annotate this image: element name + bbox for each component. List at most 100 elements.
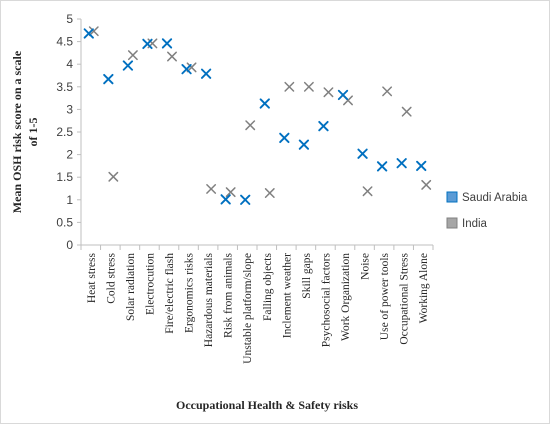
marker-stroke bbox=[416, 160, 427, 172]
marker-stroke bbox=[298, 139, 310, 150]
marker-stroke bbox=[83, 28, 94, 39]
x-tick-label: Solar radiation bbox=[125, 253, 137, 321]
data-point-saudi-arabia bbox=[396, 158, 407, 169]
marker-stroke bbox=[103, 73, 114, 85]
x-tick-label: Work Organization bbox=[340, 253, 352, 341]
marker-stroke bbox=[362, 186, 373, 197]
x-tick-label: Electrocution bbox=[144, 253, 156, 315]
marker-stroke bbox=[206, 184, 217, 194]
marker-stroke bbox=[284, 81, 295, 92]
data-point-india bbox=[421, 179, 432, 190]
y-axis-title-line-2: of 1-5 bbox=[26, 118, 40, 147]
x-tick-label: Unstable platform/slope bbox=[242, 253, 254, 364]
data-point-india bbox=[303, 81, 314, 92]
marker-stroke bbox=[240, 194, 251, 205]
data-point-india bbox=[127, 50, 138, 61]
x-tick-label: Falling objects bbox=[262, 252, 274, 321]
data-point-saudi-arabia bbox=[240, 194, 251, 205]
data-point-saudi-arabia bbox=[416, 160, 427, 172]
marker-stroke bbox=[167, 51, 177, 62]
data-point-saudi-arabia bbox=[181, 64, 192, 75]
data-point-saudi-arabia bbox=[376, 161, 388, 172]
legend-label-saudi-arabia: Saudi Arabia bbox=[462, 192, 528, 204]
marker-stroke bbox=[421, 179, 432, 190]
x-tick-label: Working Alone bbox=[418, 253, 430, 323]
data-point-saudi-arabia bbox=[318, 120, 329, 132]
marker-stroke bbox=[142, 38, 153, 50]
marker-stroke bbox=[323, 87, 334, 98]
data-point-saudi-arabia bbox=[279, 132, 290, 144]
y-tick-label: 2.5 bbox=[56, 125, 73, 139]
x-tick-label: Occupational Stress bbox=[399, 252, 411, 344]
data-point-india bbox=[88, 26, 99, 37]
y-tick-label: 5 bbox=[66, 12, 73, 26]
marker-stroke bbox=[181, 64, 192, 75]
data-point-saudi-arabia bbox=[122, 60, 134, 71]
y-tick-label: 0 bbox=[66, 238, 73, 252]
x-tick-label: Ergonomics risks bbox=[184, 252, 196, 332]
y-tick-label: 1 bbox=[66, 193, 73, 207]
marker-stroke bbox=[382, 86, 393, 97]
marker-stroke bbox=[357, 148, 368, 159]
y-tick-label: 2 bbox=[66, 148, 73, 162]
data-point-saudi-arabia bbox=[161, 38, 173, 49]
marker-stroke bbox=[245, 120, 256, 131]
y-tick-label: 3 bbox=[66, 102, 73, 116]
data-point-india bbox=[245, 120, 256, 131]
y-tick-label: 1.5 bbox=[56, 170, 73, 184]
marker-stroke bbox=[220, 194, 231, 205]
legend-swatch-saudi-arabia bbox=[446, 191, 458, 203]
marker-stroke bbox=[303, 81, 314, 92]
x-tick-label: Psychosocial factors bbox=[320, 252, 332, 347]
legend-label-india: India bbox=[462, 218, 488, 230]
data-point-saudi-arabia bbox=[298, 139, 310, 150]
y-axis-title-line-1: Mean OSH risk score on a scale bbox=[10, 50, 24, 213]
data-point-india bbox=[167, 51, 177, 62]
data-point-india bbox=[362, 186, 373, 197]
marker-stroke bbox=[259, 98, 270, 109]
marker-stroke bbox=[376, 161, 388, 172]
y-tick-label: 3.5 bbox=[56, 80, 73, 94]
marker-stroke bbox=[108, 171, 119, 182]
x-axis-title: Occupational Health & Safety risks bbox=[176, 398, 358, 412]
x-tick-label: Use of power tools bbox=[379, 252, 391, 340]
data-point-saudi-arabia bbox=[83, 28, 94, 39]
marker-stroke bbox=[200, 68, 212, 79]
y-tick-label: 0.5 bbox=[56, 215, 73, 229]
x-tick-label: Noise bbox=[360, 253, 372, 280]
data-point-india bbox=[323, 87, 334, 98]
data-point-saudi-arabia bbox=[357, 148, 368, 159]
marker-stroke bbox=[337, 89, 349, 101]
data-point-saudi-arabia bbox=[220, 194, 231, 205]
data-point-saudi-arabia bbox=[259, 98, 270, 109]
marker-stroke bbox=[396, 158, 407, 169]
data-point-saudi-arabia bbox=[103, 73, 114, 85]
legend: Saudi Arabia India bbox=[446, 191, 528, 230]
data-point-india bbox=[264, 188, 275, 198]
data-point-india bbox=[284, 81, 295, 92]
marker-stroke bbox=[161, 38, 173, 49]
x-tick-label: Skill gaps bbox=[301, 252, 313, 298]
y-tick-label: 4.5 bbox=[56, 35, 73, 49]
data-point-india bbox=[401, 106, 412, 117]
data-point-india bbox=[206, 184, 217, 194]
marker-stroke bbox=[318, 120, 329, 132]
marker-stroke bbox=[225, 187, 236, 198]
marker-stroke bbox=[279, 132, 290, 144]
x-tick-label: Inclement weather bbox=[281, 253, 293, 338]
marker-stroke bbox=[264, 188, 275, 198]
x-tick-label: Risk from animals bbox=[223, 252, 235, 337]
data-point-saudi-arabia bbox=[200, 68, 212, 79]
x-tick-label: Cold stress bbox=[105, 252, 117, 303]
marker-stroke bbox=[122, 60, 134, 71]
data-point-saudi-arabia bbox=[142, 38, 153, 50]
y-tick-label: 4 bbox=[66, 57, 73, 71]
marker-stroke bbox=[343, 95, 353, 106]
data-point-india bbox=[225, 187, 236, 198]
marker-stroke bbox=[127, 50, 138, 61]
marker-stroke bbox=[88, 26, 99, 37]
data-point-india bbox=[382, 86, 393, 97]
data-point-saudi-arabia bbox=[337, 89, 349, 101]
